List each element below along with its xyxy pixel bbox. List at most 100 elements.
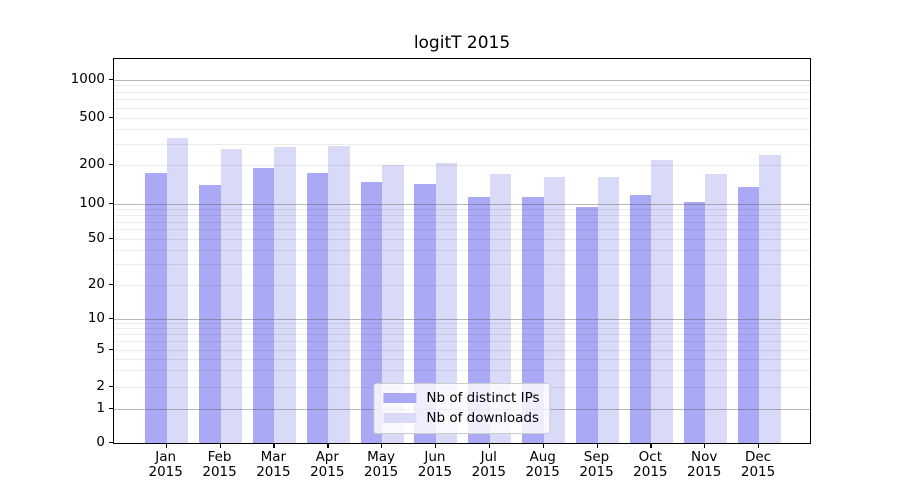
gridline-minor-20	[114, 284, 810, 286]
gridline-minor-200	[114, 164, 810, 166]
gridline-minor-9	[114, 323, 810, 325]
gridline-minor-50	[114, 238, 810, 240]
gridline-minor-600	[114, 107, 810, 109]
legend-swatch-downloads-icon	[383, 413, 417, 423]
y-tick-label-100: 100	[79, 194, 105, 211]
x-tick-label-nov: Nov 2015	[687, 449, 722, 480]
bar-distinct-ips-jun	[414, 183, 436, 443]
bar-distinct-ips-dec	[737, 187, 760, 443]
gridline-minor-70	[114, 221, 810, 223]
gridline-major-100	[114, 203, 810, 205]
bar-downloads-sep	[597, 176, 619, 443]
y-tick-label-10: 10	[87, 309, 105, 326]
legend-label-downloads: Nb of downloads	[426, 410, 539, 426]
bar-downloads-jun	[435, 162, 458, 443]
chart-title: logitT 2015	[413, 33, 511, 53]
bar-distinct-ips-jul	[468, 196, 490, 443]
bar-downloads-may	[382, 165, 404, 443]
gridline-minor-90	[114, 208, 810, 210]
legend: Nb of distinct IPs Nb of downloads	[373, 383, 551, 434]
y-tick-200	[109, 163, 113, 165]
gridline-minor-6	[114, 341, 810, 343]
bar-downloads-apr	[328, 146, 350, 443]
gridline-minor-4	[114, 358, 810, 360]
x-tick-label-may: May 2015	[363, 449, 399, 480]
y-tick-100	[109, 202, 113, 204]
bar-distinct-ips-feb	[199, 184, 221, 443]
gridline-minor-3	[114, 370, 810, 372]
bar-distinct-ips-oct	[629, 195, 652, 443]
gridline-minor-800	[114, 91, 810, 93]
x-tick-jan	[165, 444, 167, 448]
y-tick-1	[109, 407, 113, 409]
plot-area: Nb of distinct IPs Nb of downloads	[113, 58, 811, 444]
gridline-minor-300	[114, 143, 810, 145]
y-tick-2	[109, 385, 113, 387]
x-tick-label-jun: Jun 2015	[417, 449, 453, 480]
bar-distinct-ips-aug	[522, 196, 544, 443]
gridline-minor-700	[114, 99, 810, 101]
y-tick-20	[109, 283, 113, 285]
gridline-minor-40	[114, 249, 810, 251]
bar-downloads-jan	[166, 138, 189, 443]
x-tick-label-feb: Feb 2015	[202, 449, 237, 480]
gridline-minor-500	[114, 117, 810, 119]
bar-distinct-ips-jan	[145, 172, 167, 443]
x-tick-nov	[704, 444, 706, 448]
legend-item-distinct-ips: Nb of distinct IPs	[383, 390, 540, 406]
x-tick-label-dec: Dec 2015	[740, 449, 776, 480]
bar-distinct-ips-apr	[306, 172, 329, 443]
legend-swatch-distinct-ips-icon	[383, 393, 417, 403]
y-tick-500	[109, 116, 113, 118]
bar-downloads-dec	[759, 155, 781, 443]
x-tick-feb	[219, 444, 221, 448]
y-tick-label-200: 200	[79, 155, 105, 172]
legend-label-distinct-ips: Nb of distinct IPs	[426, 390, 540, 406]
bar-downloads-mar	[274, 147, 296, 443]
x-tick-apr	[327, 444, 329, 448]
x-tick-label-jan: Jan 2015	[148, 449, 183, 480]
x-tick-label-mar: Mar 2015	[256, 449, 291, 480]
bar-downloads-nov	[705, 174, 727, 443]
y-tick-label-1000: 1000	[70, 70, 105, 87]
x-tick-label-aug: Aug 2015	[525, 449, 560, 480]
bar-downloads-feb	[220, 149, 243, 443]
gridline-minor-400	[114, 128, 810, 130]
y-tick-10	[109, 317, 113, 319]
bar-downloads-aug	[543, 177, 566, 443]
y-tick-label-1: 1	[96, 399, 105, 416]
x-tick-aug	[542, 444, 544, 448]
gridline-minor-30	[114, 264, 810, 266]
y-tick-label-0: 0	[96, 434, 105, 450]
bar-downloads-oct	[651, 159, 673, 443]
y-tick-label-50: 50	[87, 229, 105, 246]
y-tick-1000	[109, 78, 113, 80]
gridline-minor-80	[114, 214, 810, 216]
gridline-minor-60	[114, 229, 810, 231]
x-tick-dec	[758, 444, 760, 448]
x-tick-jul	[488, 444, 491, 448]
bar-downloads-jul	[489, 174, 512, 443]
gridline-major-10	[114, 318, 810, 320]
y-tick-label-5: 5	[96, 340, 105, 357]
x-tick-label-jul: Jul 2015	[471, 449, 506, 480]
y-tick-5	[109, 348, 113, 350]
bar-distinct-ips-mar	[252, 168, 275, 443]
gridline-minor-7	[114, 334, 810, 336]
x-tick-label-sep: Sep 2015	[579, 449, 614, 480]
y-tick-label-500: 500	[79, 108, 105, 125]
x-tick-may	[381, 444, 383, 448]
bar-distinct-ips-nov	[683, 201, 706, 443]
y-tick-label-2: 2	[96, 377, 105, 394]
bar-distinct-ips-may	[360, 181, 383, 443]
x-tick-jun	[434, 444, 437, 448]
x-tick-oct	[650, 444, 652, 448]
x-tick-label-oct: Oct 2015	[633, 449, 668, 480]
x-tick-sep	[596, 444, 598, 448]
y-tick-0	[109, 442, 113, 444]
gridline-minor-900	[114, 85, 810, 87]
y-tick-label-20: 20	[87, 275, 105, 292]
y-tick-50	[109, 237, 113, 239]
x-tick-mar	[273, 444, 275, 448]
